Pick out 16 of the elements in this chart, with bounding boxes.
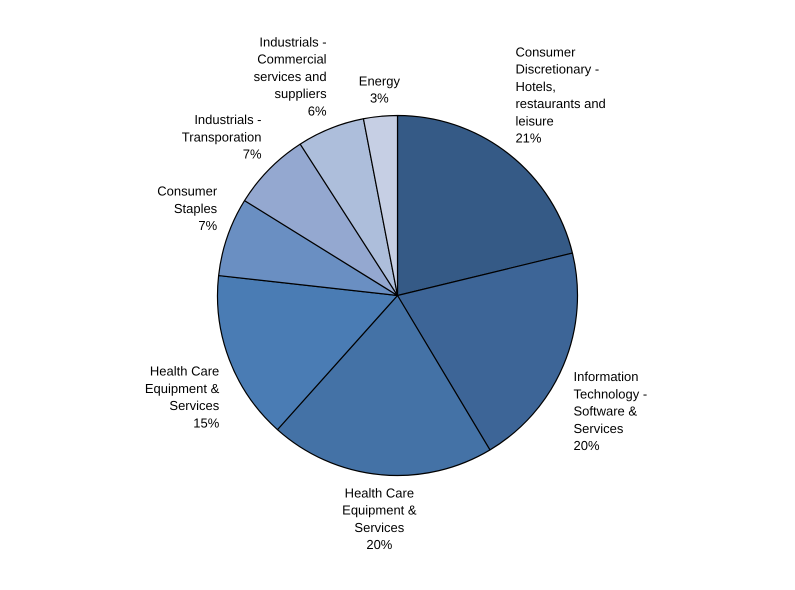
data-label: 6% (308, 103, 328, 118)
data-label: 20% (366, 537, 393, 552)
data-label: 15% (193, 415, 220, 430)
slice-label: Information Technology - Software & Services (573, 369, 648, 436)
slice-label: Health Care Equipment & Services (144, 364, 220, 414)
data-label: 21% (515, 130, 542, 146)
data-label: 3% (370, 90, 390, 106)
slice-label: Consumer Staples (157, 184, 218, 216)
data-label: 20% (573, 438, 600, 454)
data-label: 7% (198, 218, 218, 234)
slice-label: Industrials - Transporation (182, 112, 262, 144)
slice-label: Energy (358, 73, 400, 88)
slice-label: Health Care Equipment & Services (342, 485, 417, 535)
data-label: 7% (242, 146, 262, 162)
slice-label: Industrials - Commercial services and suppliers (254, 34, 328, 102)
slice-label: Consumer Discretionary - Hotels, restaurants and leisure (515, 44, 606, 128)
